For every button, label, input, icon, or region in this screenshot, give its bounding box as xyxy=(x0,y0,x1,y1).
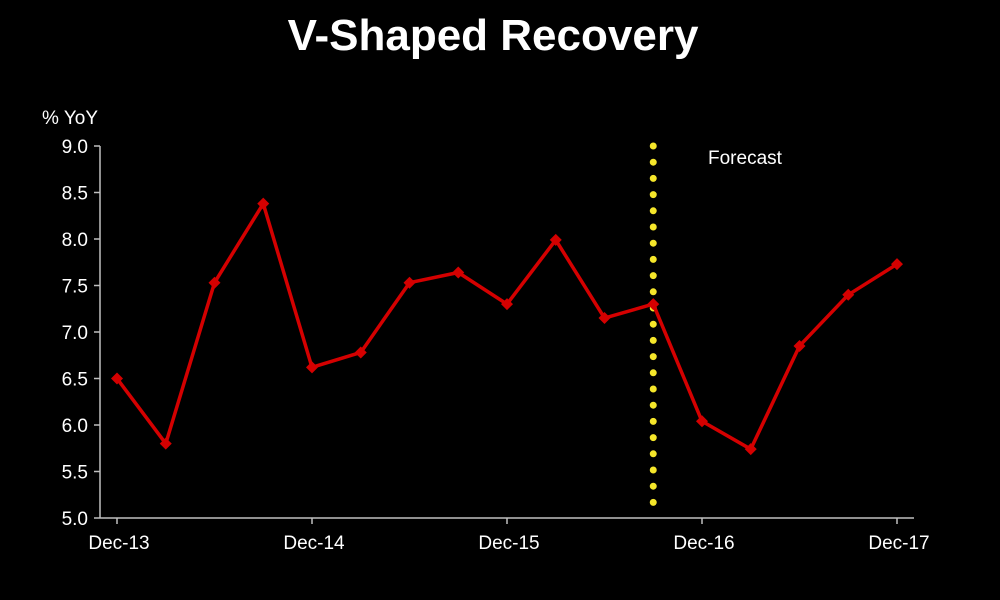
data-point-marker xyxy=(208,276,221,289)
data-point-marker xyxy=(452,266,465,279)
data-point-marker xyxy=(403,276,416,289)
y-tick-label: 5.5 xyxy=(62,463,88,484)
y-tick-label: 7.5 xyxy=(62,277,88,298)
chart-title: V-Shaped Recovery xyxy=(288,11,699,60)
data-point-marker xyxy=(354,346,367,359)
y-tick-label: 8.5 xyxy=(62,184,88,205)
data-point-marker xyxy=(647,298,660,311)
x-tick-label: Dec-17 xyxy=(868,533,929,554)
data-point-marker xyxy=(501,298,513,311)
series-line xyxy=(115,201,898,451)
x-tick-label: Dec-15 xyxy=(478,533,539,554)
data-point-marker xyxy=(744,443,757,456)
axes xyxy=(99,146,914,519)
x-tick-label: Dec-14 xyxy=(283,533,345,554)
data-point-marker xyxy=(111,372,123,385)
series-group xyxy=(111,197,903,456)
y-tick-label: 8.0 xyxy=(62,230,88,251)
data-point-marker xyxy=(696,415,708,428)
x-tick-label: Dec-13 xyxy=(88,533,149,554)
y-tick-label: 5.0 xyxy=(62,509,88,530)
y-tick-label: 7.0 xyxy=(62,323,88,344)
data-point-marker xyxy=(891,258,903,271)
data-point-marker xyxy=(842,288,855,301)
y-axis-ticks: 5.0 5.5 6.0 6.5 7.0 7.5 8.0 8.5 9.0 xyxy=(62,137,100,530)
y-tick-label: 9.0 xyxy=(62,137,88,158)
y-axis-label: % YoY xyxy=(42,108,98,129)
x-axis-ticks: Dec-13 Dec-14 Dec-15 Dec-16 Dec-17 xyxy=(88,518,930,554)
data-point-marker xyxy=(793,339,806,352)
x-tick-label: Dec-16 xyxy=(673,533,734,554)
data-point-marker xyxy=(257,197,270,210)
data-point-marker xyxy=(598,312,611,325)
data-point-marker xyxy=(549,233,562,246)
y-tick-label: 6.5 xyxy=(62,370,88,391)
data-point-marker xyxy=(159,437,172,450)
data-point-marker xyxy=(306,361,318,374)
forecast-label: Forecast xyxy=(708,148,783,169)
y-tick-label: 6.0 xyxy=(62,416,88,437)
